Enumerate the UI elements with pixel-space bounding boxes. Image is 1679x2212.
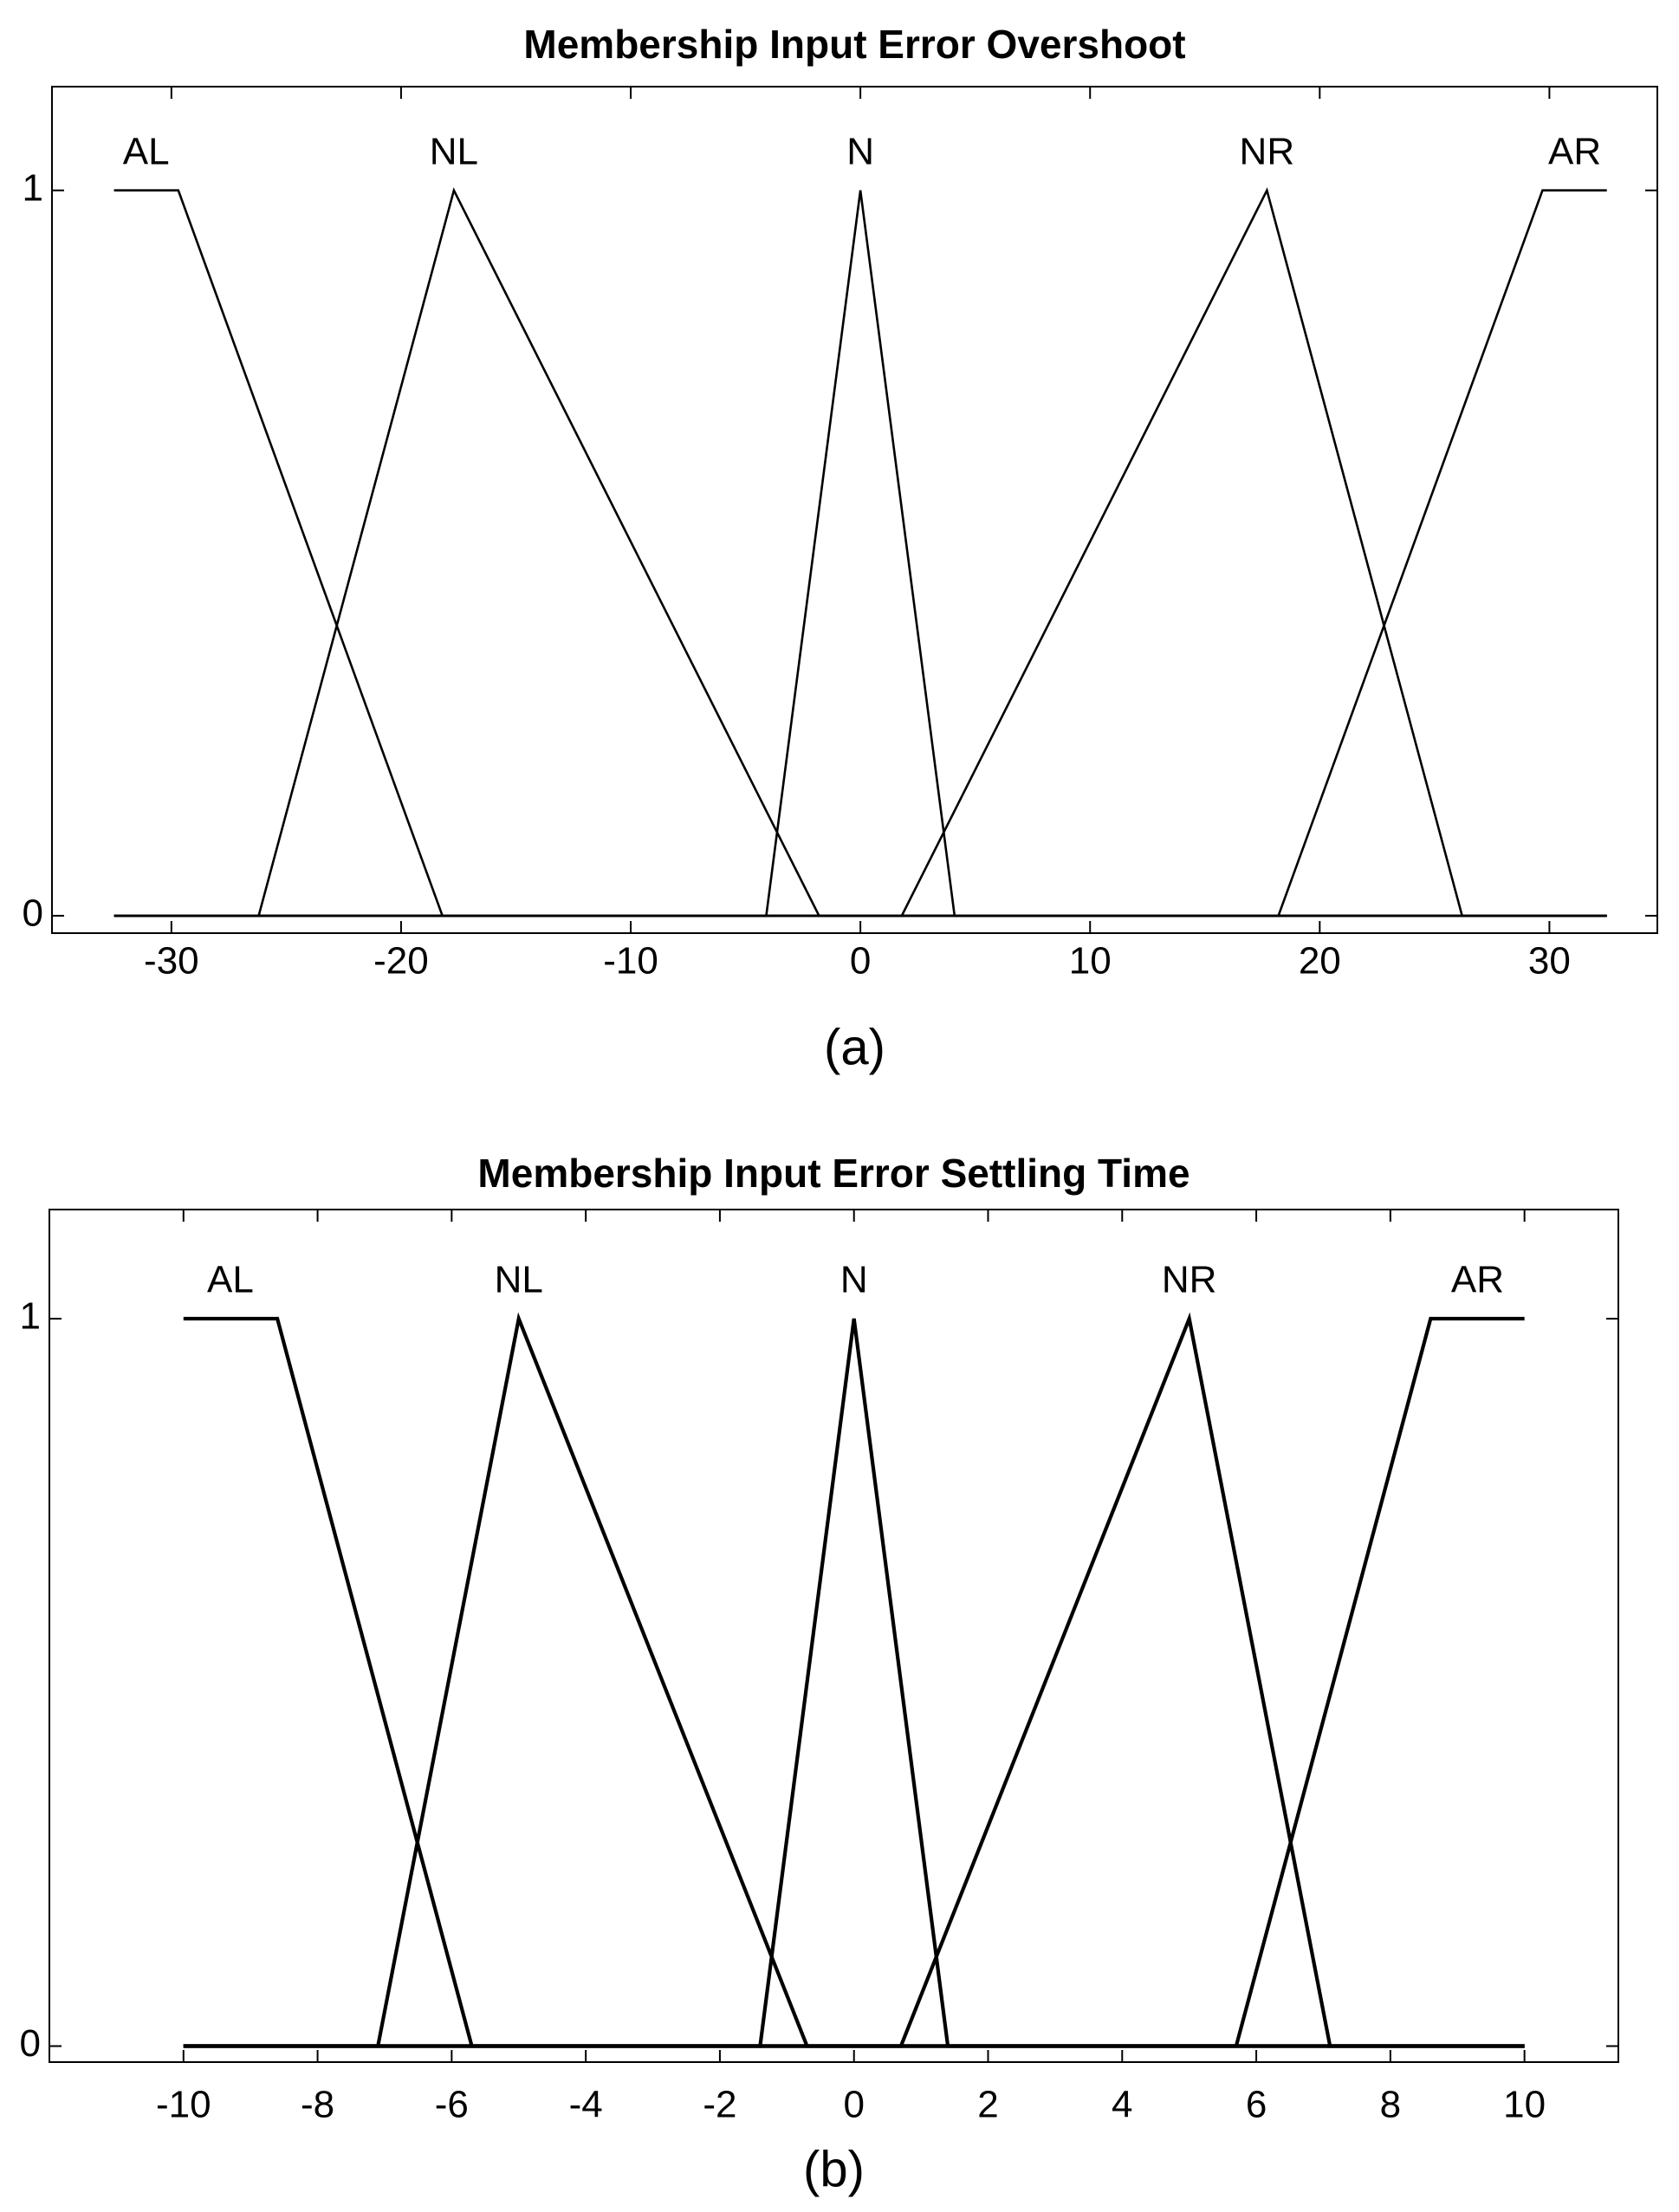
y-tick-label: 0 [23, 892, 43, 935]
x-tick-label: 10 [1069, 940, 1112, 983]
membership-line [113, 190, 1607, 918]
x-tick-label: 30 [1528, 940, 1571, 983]
x-tick-label: -10 [156, 2084, 211, 2126]
membership-line [183, 1312, 1525, 2048]
series-label: AL [123, 130, 170, 172]
series-label: N [840, 1259, 868, 1301]
plot-frame [51, 86, 1658, 934]
x-tick-label: 2 [977, 2084, 998, 2126]
membership-line [183, 1318, 1525, 2048]
y-tick-label: 1 [23, 166, 43, 209]
x-tick-label: -30 [144, 940, 199, 983]
series-label: NL [495, 1259, 543, 1301]
x-tick-label: -4 [569, 2084, 603, 2126]
x-tick-label: 20 [1299, 940, 1341, 983]
series-label: AL [207, 1259, 254, 1301]
series-label: AR [1451, 1259, 1504, 1301]
membership-line [183, 1312, 1525, 2048]
x-tick-label: 6 [1246, 2084, 1267, 2126]
chart-title: Membership Input Error Settling Time [477, 1151, 1190, 1196]
plot-frame [49, 1209, 1619, 2063]
y-tick-label: 0 [20, 2022, 41, 2065]
caption: (b) [803, 2141, 865, 2197]
membership-line [113, 189, 1607, 918]
x-tick-label: -2 [703, 2084, 736, 2126]
membership-line [183, 1316, 1525, 2048]
y-tick-label: 1 [20, 1295, 41, 1338]
x-tick-label: 0 [843, 2084, 864, 2126]
x-tick-label: -10 [603, 940, 658, 983]
membership-line [113, 189, 1607, 918]
series-label: NL [430, 130, 478, 172]
series-label: NR [1240, 130, 1295, 172]
membership-line [113, 187, 1607, 918]
x-tick-label: 8 [1380, 2084, 1401, 2126]
x-tick-label: -8 [301, 2084, 334, 2126]
x-tick-label: -20 [373, 940, 429, 983]
x-tick-label: -6 [435, 2084, 469, 2126]
series-label: N [846, 130, 874, 172]
membership-line [113, 187, 1607, 918]
chart-title: Membership Input Error Overshoot [523, 22, 1185, 67]
x-tick-label: 0 [850, 940, 871, 983]
series-label: NR [1162, 1259, 1217, 1301]
x-tick-label: 10 [1503, 2084, 1546, 2126]
x-tick-label: 4 [1112, 2084, 1132, 2126]
series-label: AR [1548, 130, 1601, 172]
membership-line [183, 1316, 1525, 2048]
caption: (a) [824, 1019, 885, 1075]
